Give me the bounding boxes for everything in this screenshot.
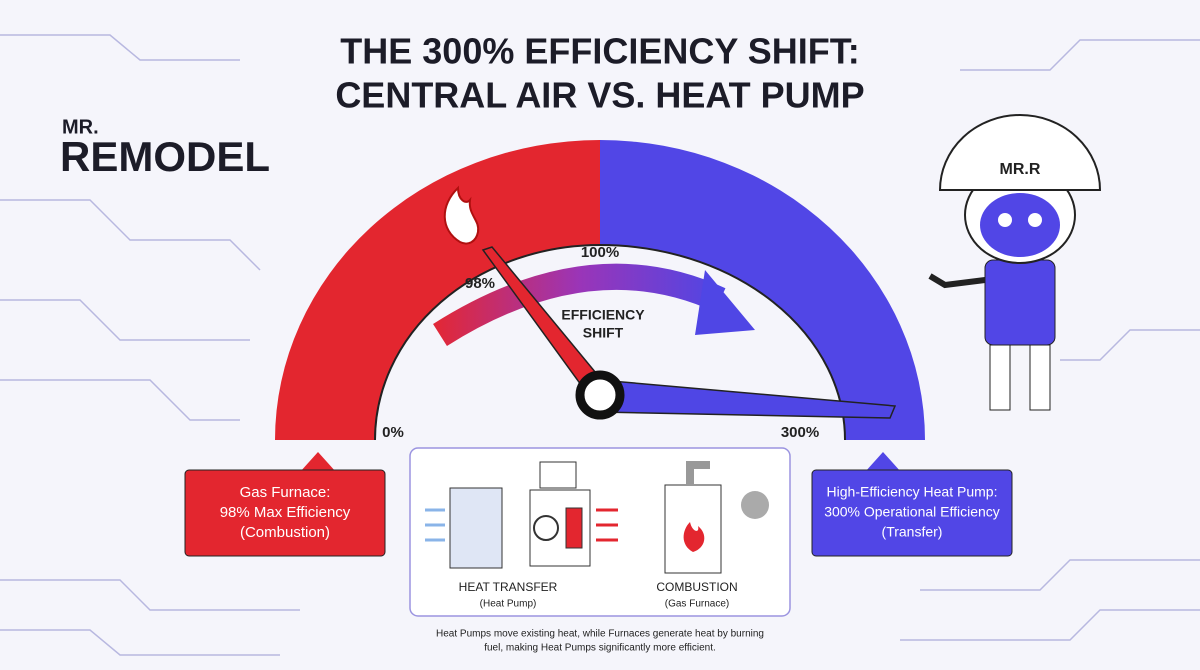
title-line: THE 300% EFFICIENCY SHIFT:: [340, 31, 859, 72]
needle-hub: [575, 370, 625, 420]
callout-text: High-Efficiency Heat Pump:: [827, 484, 998, 500]
callout-heat-pump: High-Efficiency Heat Pump: 300% Operatio…: [811, 452, 1013, 557]
callout-text: (Combustion): [240, 524, 330, 541]
callout-tail: [300, 452, 336, 472]
callout-furnace: Gas Furnace: 98% Max Efficiency (Combust…: [184, 452, 386, 557]
mascot-leg: [1029, 344, 1051, 411]
fan: [533, 515, 559, 541]
coil: [565, 507, 583, 549]
gauge-center-label: SHIFT: [583, 325, 624, 341]
circuit-lines: [0, 34, 1200, 656]
diagram-item-title: COMBUSTION: [656, 580, 737, 594]
helmet-text: MR.R: [1000, 161, 1041, 178]
warm-air: [596, 508, 618, 542]
title-line: CENTRAL AIR VS. HEAT PUMP: [335, 75, 864, 116]
mascot-face: [980, 193, 1060, 257]
callout-text: 300% Operational Efficiency: [824, 504, 1000, 520]
diagram-item-subtitle: (Heat Pump): [480, 599, 537, 610]
mascot: MR.R: [928, 114, 1102, 411]
exhaust-smoke: [741, 491, 769, 519]
gauge-red: [275, 140, 600, 440]
vent: [539, 461, 577, 489]
mascot-helmet: [938, 114, 1102, 191]
gauge-label: 300%: [781, 424, 819, 441]
furnace-flame: [683, 522, 705, 552]
mascot-vest: [984, 259, 1056, 346]
diagram-item-title: HEAT TRANSFER: [459, 580, 558, 594]
gauge-inner-arc: [374, 243, 846, 441]
logo-main: REMODEL: [60, 133, 270, 180]
logo-small: MR.: [62, 116, 99, 138]
gauge-label: 98%: [465, 275, 495, 292]
heat-pump-unit: [449, 487, 503, 569]
shift-arrow: [433, 263, 726, 346]
comparison-diagram: HEAT TRANSFER (Heat Pump) COMBUSTION (Ga…: [409, 447, 791, 617]
gauge-blue: [600, 140, 925, 440]
diagram-item-subtitle: (Gas Furnace): [665, 599, 729, 610]
mascot-leg: [989, 344, 1011, 411]
flue: [686, 461, 710, 485]
caption: fuel, making Heat Pumps significantly mo…: [484, 643, 716, 654]
callout-text: Gas Furnace:: [240, 484, 331, 501]
caption: Heat Pumps move existing heat, while Fur…: [436, 629, 764, 640]
gauge-center-label: EFFICIENCY: [561, 307, 645, 323]
shift-arrowhead: [695, 270, 755, 335]
mascot-arm: [928, 273, 986, 289]
callout-box: [811, 469, 1013, 557]
mascot-eye: [1028, 213, 1042, 227]
flame-icon: [443, 185, 480, 245]
callout-tail: [865, 452, 901, 472]
cold-air: [425, 508, 445, 542]
gauge-label: 0%: [382, 424, 404, 441]
mascot-eye: [998, 213, 1012, 227]
gauge-label: 100%: [581, 244, 619, 261]
callout-box: [184, 469, 386, 557]
callout-text: (Transfer): [882, 524, 943, 540]
callout-text: 98% Max Efficiency: [220, 504, 351, 521]
gauge: 0% 98% 100% 300% EFFICIENCY SHIFT: [275, 140, 925, 441]
